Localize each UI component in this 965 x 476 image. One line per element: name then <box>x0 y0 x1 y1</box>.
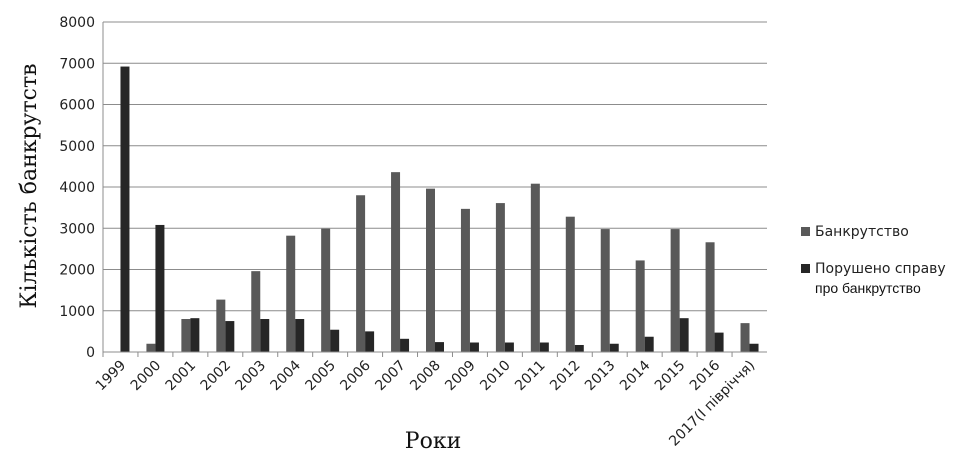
bar-bankruptcy <box>460 208 470 352</box>
bar-case-opened <box>330 329 340 352</box>
bar-bankruptcy <box>146 343 156 352</box>
bar-bankruptcy <box>565 216 575 352</box>
bar-case-opened <box>644 336 654 352</box>
legend-swatch-case-opened <box>801 264 810 273</box>
y-tick-label: 8000 <box>59 15 95 31</box>
bar-case-opened <box>609 343 619 352</box>
y-tick-label: 7000 <box>59 56 95 72</box>
bar-bankruptcy <box>705 242 715 352</box>
bar-bankruptcy <box>321 228 331 352</box>
x-tick-label: 2000 <box>128 358 165 395</box>
bar-case-opened <box>155 224 165 352</box>
bar-bankruptcy <box>356 195 366 352</box>
y-tick-label: 5000 <box>59 139 95 155</box>
x-tick-label: 2007 <box>372 358 409 395</box>
bar-case-opened <box>749 343 759 352</box>
x-tick-label: 2006 <box>337 357 374 394</box>
bar-bankruptcy <box>740 323 750 352</box>
x-tick-label: 2002 <box>198 358 235 395</box>
bar-bankruptcy <box>600 229 610 352</box>
legend: Банкрутство Порушено справу про банкрутс… <box>801 224 946 296</box>
bar-bankruptcy <box>216 299 226 352</box>
bar-bankruptcy <box>635 260 645 352</box>
legend-swatch-bankruptcy <box>801 227 810 236</box>
bar-bankruptcy <box>251 271 261 352</box>
bar-case-opened <box>574 344 584 352</box>
x-tick-label: 2014 <box>617 357 654 394</box>
x-tick-label: 2013 <box>582 358 619 395</box>
x-tick-label: 2008 <box>407 358 444 395</box>
bar-bankruptcy <box>426 188 435 352</box>
y-tick-label: 6000 <box>59 98 95 114</box>
bar-bankruptcy <box>670 229 680 352</box>
x-tick-label: 2004 <box>268 357 305 394</box>
y-tick-label: 2000 <box>59 263 95 279</box>
y-axis-label: Кількість банкрутств <box>17 63 42 308</box>
bar-case-opened <box>504 342 514 352</box>
bar-bankruptcy <box>286 235 296 352</box>
gridlines <box>103 21 767 353</box>
x-tick-label: 2010 <box>477 358 514 395</box>
bar-bankruptcy <box>495 203 505 352</box>
x-tick-label: 2005 <box>302 358 339 395</box>
bar-case-opened <box>539 342 549 352</box>
bar-case-opened <box>714 332 724 352</box>
x-tick-label: 2001 <box>163 358 200 395</box>
y-tick-label: 3000 <box>59 221 95 237</box>
bar-case-opened <box>435 342 444 352</box>
x-tick-label: 2011 <box>512 358 549 395</box>
y-tick-label: 1000 <box>59 304 95 320</box>
legend-label-bankruptcy: Банкрутство <box>815 224 909 240</box>
x-tick-label: 1999 <box>93 358 130 395</box>
legend-label-case-opened-line1: Порушено справу <box>815 261 946 277</box>
x-axis-label: Роки <box>405 429 461 454</box>
x-tick-label: 2012 <box>547 358 584 395</box>
bar-case-opened <box>400 338 410 352</box>
bar-case-opened <box>295 319 305 352</box>
bar-case-opened <box>120 66 130 353</box>
bar-case-opened <box>469 342 479 352</box>
bar-bankruptcy <box>391 172 401 352</box>
bar-case-opened <box>190 318 200 352</box>
x-tick-label: 2009 <box>442 358 479 395</box>
bar-case-opened <box>679 318 689 352</box>
legend-label-case-opened-line2: про банкрутство <box>815 280 921 296</box>
y-axis-ticks: 0 1000 2000 3000 4000 5000 6000 7000 8000 <box>59 15 95 361</box>
bar-case-opened <box>365 331 375 352</box>
bars <box>120 66 759 353</box>
x-tick-label: 2003 <box>233 358 270 395</box>
y-tick-label: 0 <box>86 345 95 361</box>
y-tick-label: 4000 <box>59 180 95 196</box>
bar-case-opened <box>260 319 270 352</box>
bar-case-opened <box>225 321 235 352</box>
axes <box>102 22 767 357</box>
bar-bankruptcy <box>530 183 540 352</box>
bar-bankruptcy <box>181 319 191 352</box>
x-tick-label: 2015 <box>652 358 689 395</box>
